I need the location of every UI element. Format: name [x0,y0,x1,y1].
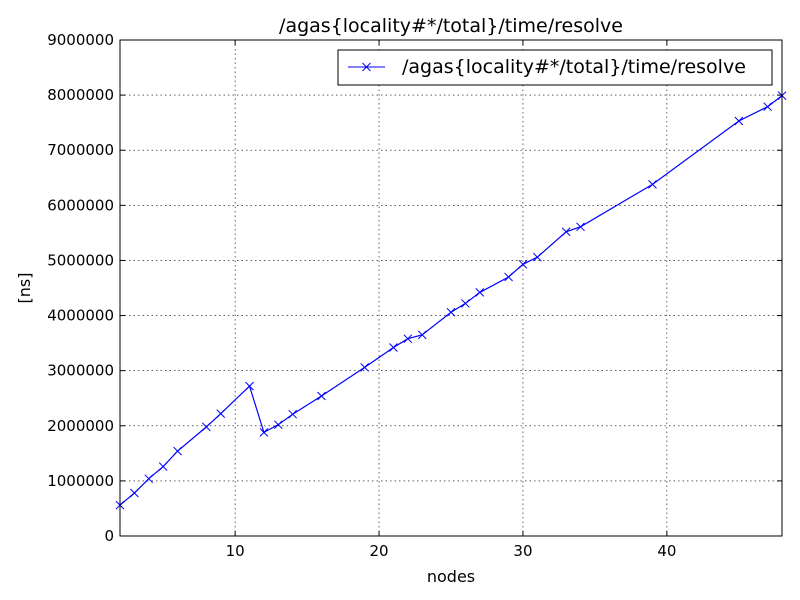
y-axis-ticks: 0 1000000 2000000 3000000 4000000 5000000 6000… [47,31,782,545]
y-tick-label: 1000000 [47,472,114,490]
data-point [317,391,326,401]
data-point [532,252,542,262]
x-tick-label: 20 [369,542,388,560]
y-tick-label: 6000000 [47,196,114,214]
series-line [119,95,783,506]
data-point [518,259,528,269]
data-point [144,474,154,484]
data-point [648,180,657,189]
y-tick-label: 9000000 [47,31,114,49]
legend-marker [362,62,371,72]
x-axis-ticks: 10 20 30 40 [226,40,676,560]
data-point [288,409,298,419]
data-point [201,422,211,432]
y-tick-label: 4000000 [47,307,114,325]
data-point [245,381,254,391]
data-point [576,222,585,232]
x-axis-label: nodes [427,567,475,586]
data-point [158,462,168,471]
data-point [461,299,470,308]
legend-box [337,49,773,86]
data-point [403,334,413,344]
legend-label: /agas{locality#*/total}/time/resolve [402,56,746,78]
data-point [259,428,269,437]
data-point [475,288,485,297]
x-tick-label: 40 [657,542,676,560]
y-tick-label: 3000000 [47,362,114,380]
x-tick-label: 10 [226,542,245,560]
data-point [561,227,571,237]
data-point [763,102,772,112]
y-tick-label: 8000000 [47,86,114,104]
chart-title: /agas{locality#*/total}/time/resolve [279,15,623,37]
plot-area-frame [119,39,783,537]
data-point [273,420,283,430]
y-tick-label: 7000000 [47,141,114,159]
data-point [417,330,427,340]
legend: /agas{locality#*/total}/time/resolve [337,49,773,86]
data-point [446,307,456,317]
data-point [173,446,182,456]
y-axis-label: [ns] [15,273,34,304]
data-point [504,272,513,282]
grid-lines [120,39,782,537]
y-tick-label: 2000000 [47,417,114,435]
data-point [360,363,370,372]
series-layer [115,91,787,510]
y-tick-label: 0 [104,527,114,545]
y-tick-label: 5000000 [47,251,114,269]
x-tick-label: 30 [513,542,532,560]
data-point [216,409,226,419]
data-point [389,343,398,352]
data-point [734,116,744,126]
data-point [130,488,139,498]
